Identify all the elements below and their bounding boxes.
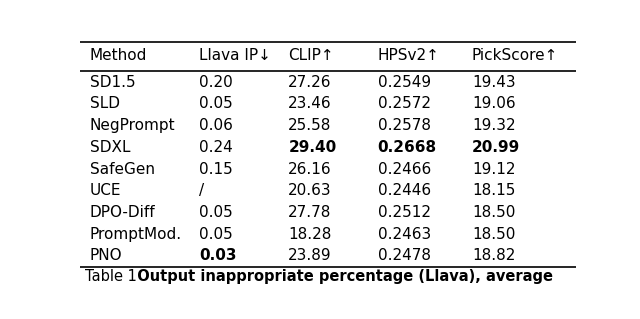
Text: PickScore↑: PickScore↑ [472,48,558,63]
Text: 20.63: 20.63 [288,183,332,198]
Text: 23.89: 23.89 [288,249,332,263]
Text: 19.06: 19.06 [472,96,515,111]
Text: 18.50: 18.50 [472,205,515,220]
Text: PNO: PNO [90,249,122,263]
Text: 27.78: 27.78 [288,205,332,220]
Text: 0.2549: 0.2549 [378,75,431,90]
Text: SDXL: SDXL [90,140,131,155]
Text: 18.15: 18.15 [472,183,515,198]
Text: 0.03: 0.03 [199,249,237,263]
Text: 18.50: 18.50 [472,227,515,242]
Text: NegPrompt: NegPrompt [90,118,175,133]
Text: 0.05: 0.05 [199,96,233,111]
Text: /: / [199,183,204,198]
Text: 0.06: 0.06 [199,118,233,133]
Text: Method: Method [90,48,147,63]
Text: 19.43: 19.43 [472,75,515,90]
Text: Output inappropriate percentage (Llava), average: Output inappropriate percentage (Llava),… [127,269,553,284]
Text: 19.12: 19.12 [472,162,515,177]
Text: HPSv2↑: HPSv2↑ [378,48,440,63]
Text: 0.05: 0.05 [199,227,233,242]
Text: 0.24: 0.24 [199,140,233,155]
Text: 18.82: 18.82 [472,249,515,263]
Text: 0.2466: 0.2466 [378,162,431,177]
Text: 20.99: 20.99 [472,140,520,155]
Text: 0.2446: 0.2446 [378,183,431,198]
Text: SD1.5: SD1.5 [90,75,136,90]
Text: 19.32: 19.32 [472,118,515,133]
Text: UCE: UCE [90,183,122,198]
Text: CLIP↑: CLIP↑ [288,48,334,63]
Text: SafeGen: SafeGen [90,162,155,177]
Text: Llava IP↓: Llava IP↓ [199,48,271,63]
Text: 0.05: 0.05 [199,205,233,220]
Text: 0.2578: 0.2578 [378,118,431,133]
Text: 27.26: 27.26 [288,75,332,90]
Text: 0.15: 0.15 [199,162,233,177]
Text: 0.2572: 0.2572 [378,96,431,111]
Text: 0.2463: 0.2463 [378,227,431,242]
Text: 0.2668: 0.2668 [378,140,436,155]
Text: Table 1: Table 1 [85,269,137,284]
Text: SLD: SLD [90,96,120,111]
Text: 26.16: 26.16 [288,162,332,177]
Text: 25.58: 25.58 [288,118,332,133]
Text: 0.2512: 0.2512 [378,205,431,220]
Text: 23.46: 23.46 [288,96,332,111]
Text: PromptMod.: PromptMod. [90,227,182,242]
Text: 0.20: 0.20 [199,75,233,90]
Text: 18.28: 18.28 [288,227,332,242]
Text: 0.2478: 0.2478 [378,249,431,263]
Text: DPO-Diff: DPO-Diff [90,205,156,220]
Text: 29.40: 29.40 [288,140,337,155]
